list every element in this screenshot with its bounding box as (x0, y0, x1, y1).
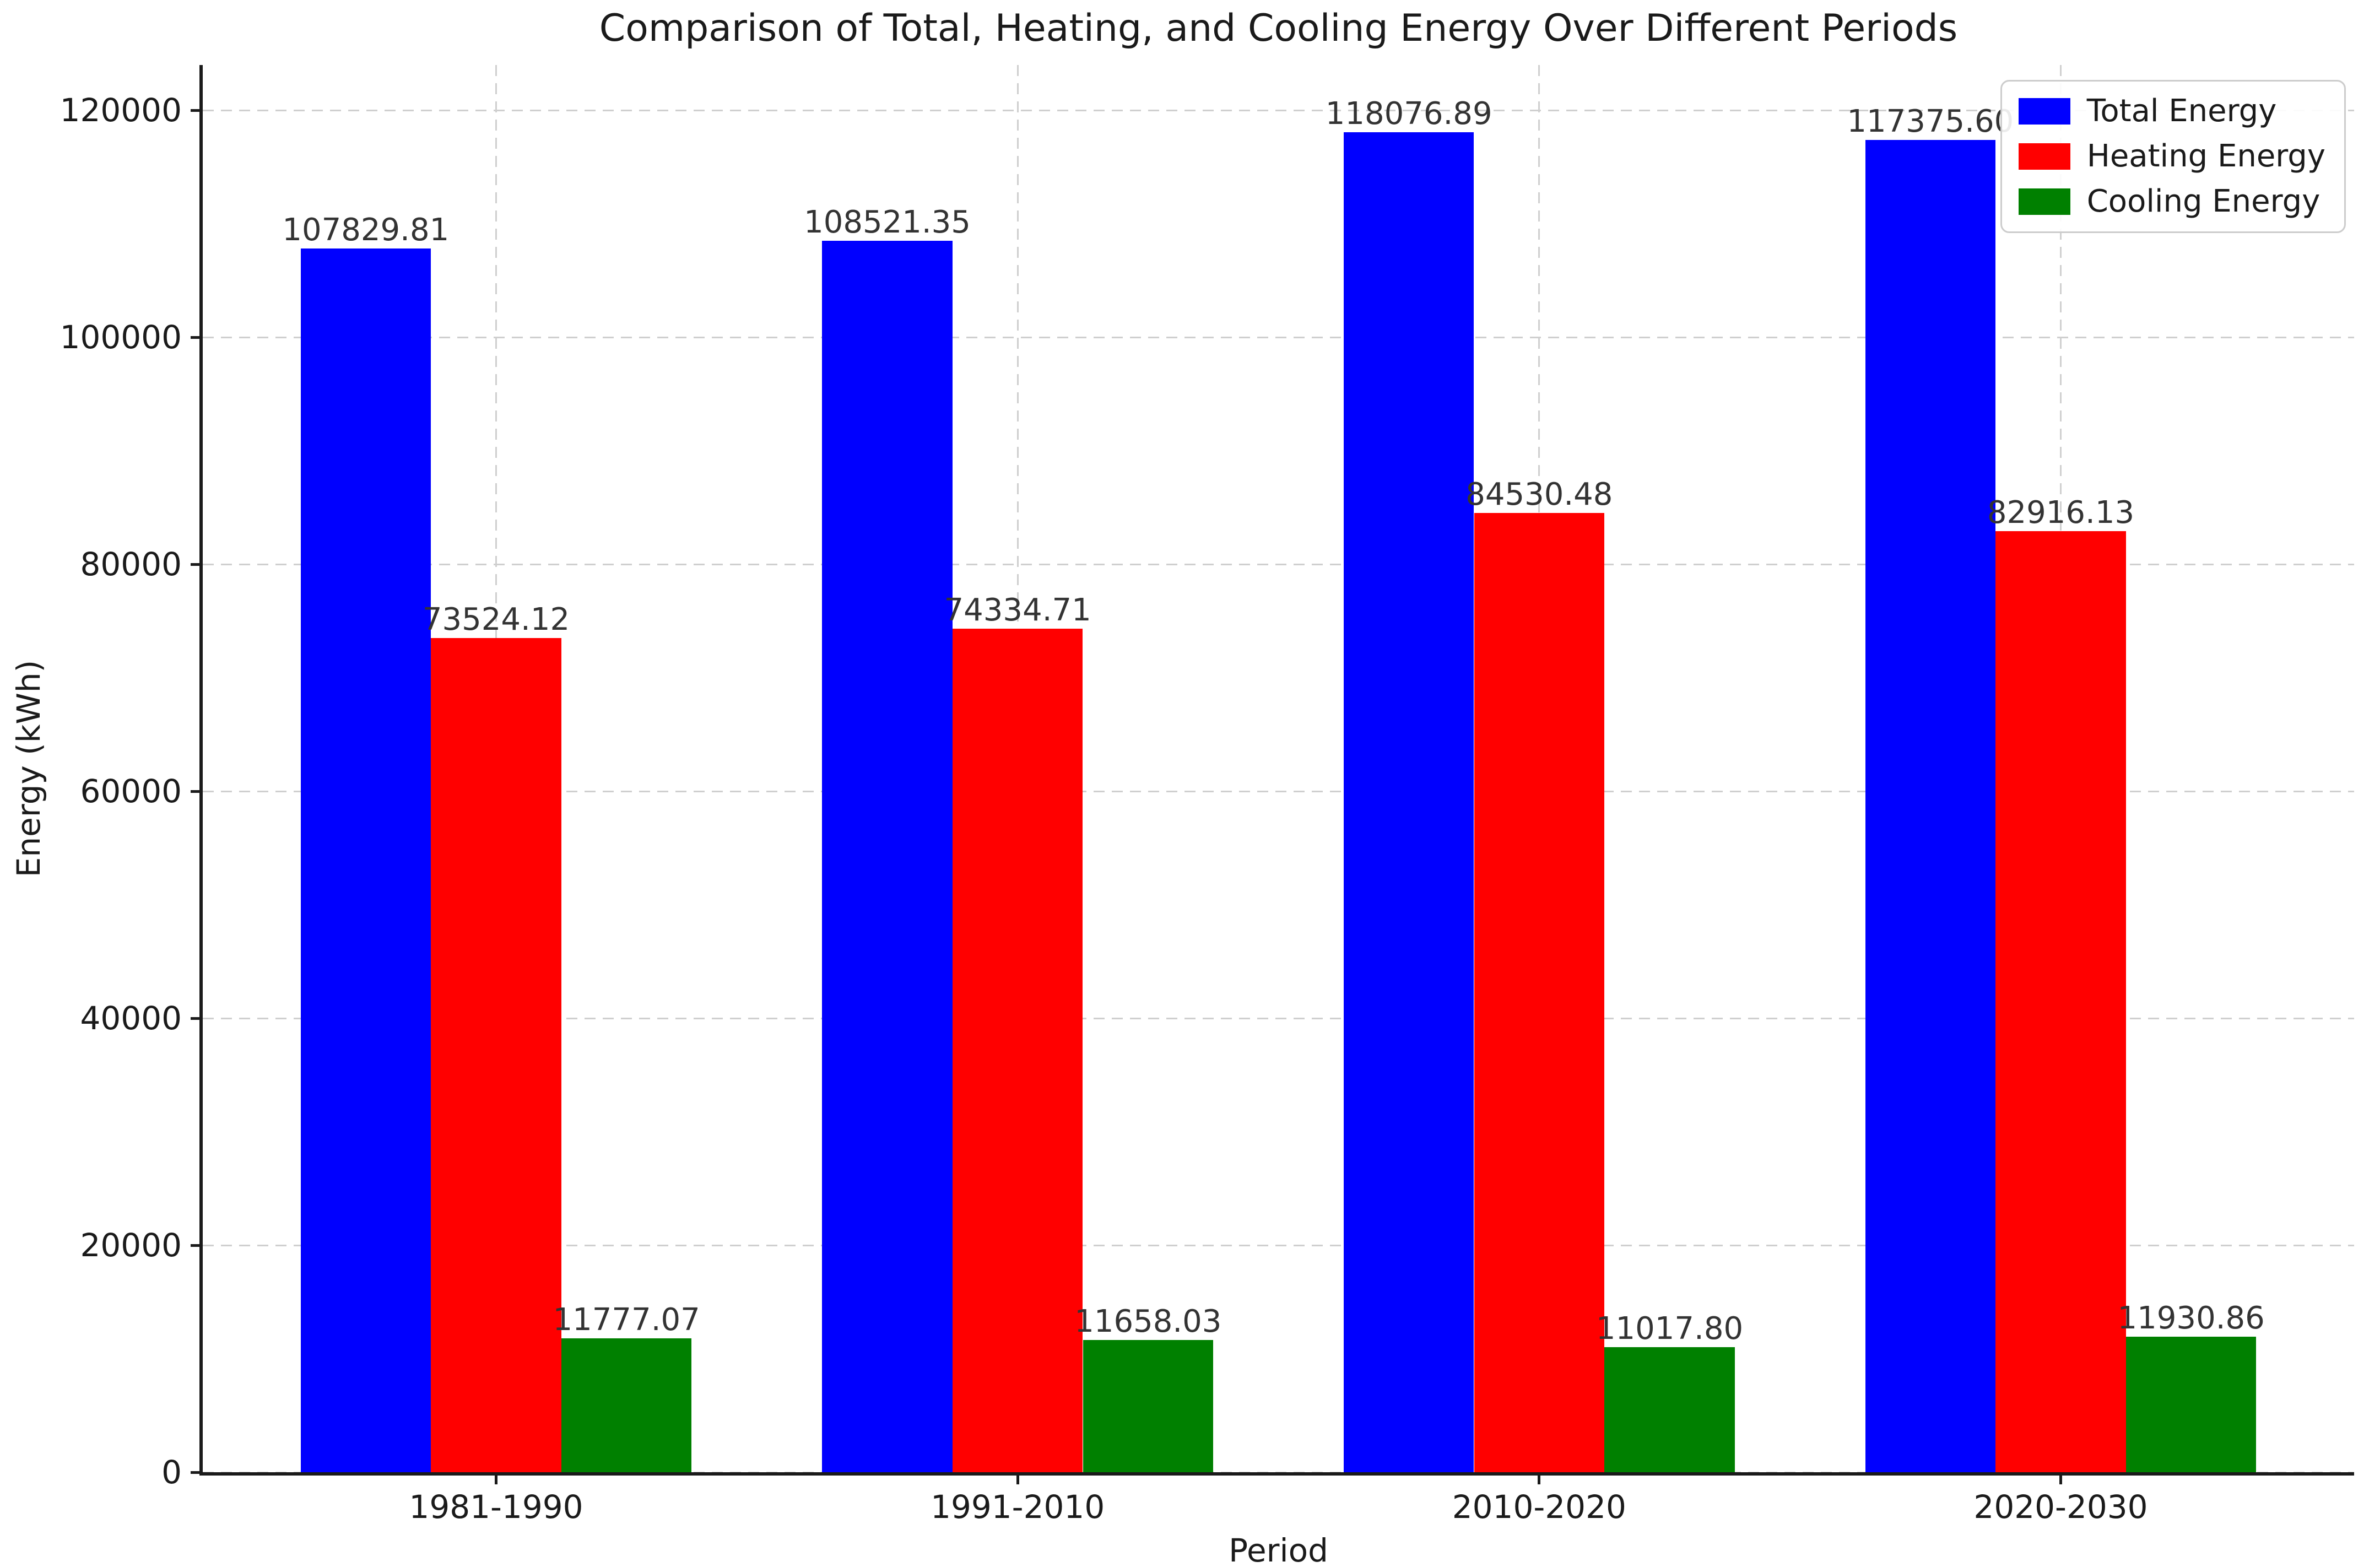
bar-value-label-cooling-energy-2020-2030: 11930.86 (2117, 1300, 2265, 1337)
legend: Total Energy Heating Energy Cooling Energy (2000, 80, 2346, 233)
h-gridline-100000 (203, 336, 2354, 338)
h-gridline-80000 (203, 563, 2354, 565)
y-tick-label: 40000 (80, 999, 182, 1038)
y-tick-mark (191, 1017, 203, 1020)
bar-value-label-total-energy-1991-2010: 108521.35 (804, 204, 971, 240)
bar-cooling-energy-2010-2020 (1604, 1347, 1735, 1472)
x-tick-mark (2059, 1472, 2062, 1484)
y-tick-label: 120000 (60, 91, 182, 129)
x-tick-mark (495, 1472, 497, 1484)
y-tick-mark (191, 109, 203, 112)
y-tick-label: 0 (161, 1453, 182, 1491)
legend-item-cooling-energy: Cooling Energy (2018, 183, 2325, 219)
bar-value-label-total-energy-2010-2020: 118076.89 (1325, 95, 1492, 132)
x-tick-label-1981-1990: 1981-1990 (409, 1488, 583, 1526)
x-tick-mark (1016, 1472, 1019, 1484)
y-tick-label: 20000 (80, 1226, 182, 1265)
y-axis-spine (199, 65, 203, 1476)
bar-heating-energy-1991-2010 (952, 628, 1083, 1472)
bar-heating-energy-2010-2020 (1474, 512, 1605, 1472)
bar-value-label-heating-energy-2010-2020: 84530.48 (1465, 476, 1613, 512)
y-tick-mark (191, 563, 203, 566)
legend-swatch-cooling-energy (2018, 188, 2070, 215)
h-gridline-20000 (203, 1244, 2354, 1246)
legend-swatch-heating-energy (2018, 143, 2070, 170)
bar-total-energy-1991-2010 (822, 240, 953, 1472)
chart-title: Comparison of Total, Heating, and Coolin… (599, 7, 1958, 50)
legend-label-total-energy: Total Energy (2086, 93, 2277, 129)
legend-label-heating-energy: Heating Energy (2086, 138, 2325, 174)
bar-cooling-energy-1981-1990 (561, 1338, 692, 1472)
y-tick-label: 60000 (80, 772, 182, 810)
h-gridline-120000 (203, 109, 2354, 111)
x-axis-spine (199, 1472, 2354, 1476)
legend-swatch-total-energy (2018, 98, 2070, 125)
y-tick-label: 100000 (60, 318, 182, 356)
bar-value-label-cooling-energy-2010-2020: 11017.80 (1595, 1311, 1744, 1347)
y-tick-label: 80000 (80, 545, 182, 583)
x-tick-label-2010-2020: 2010-2020 (1452, 1488, 1626, 1526)
legend-label-cooling-energy: Cooling Energy (2086, 183, 2320, 219)
bar-value-label-heating-energy-1991-2010: 74334.71 (944, 592, 1091, 628)
bar-value-label-heating-energy-1981-1990: 73524.12 (422, 601, 570, 637)
h-gridline-40000 (203, 1017, 2354, 1019)
y-tick-mark (191, 1244, 203, 1247)
bar-value-label-heating-energy-2020-2030: 82916.13 (1987, 495, 2135, 531)
legend-item-heating-energy: Heating Energy (2018, 138, 2325, 174)
x-tick-label-2020-2030: 2020-2030 (1973, 1488, 2148, 1526)
bar-cooling-energy-1991-2010 (1083, 1339, 1214, 1472)
bar-total-energy-2020-2030 (1865, 140, 1996, 1472)
y-tick-mark (191, 1471, 203, 1474)
plot-area (203, 65, 2354, 1473)
x-tick-label-1991-2010: 1991-2010 (931, 1488, 1105, 1526)
x-axis-label: Period (1229, 1532, 1328, 1567)
bar-value-label-total-energy-2020-2030: 117375.60 (1847, 104, 2014, 140)
bar-value-label-total-energy-1981-1990: 107829.81 (282, 212, 450, 248)
bar-total-energy-2010-2020 (1343, 132, 1474, 1472)
y-tick-mark (191, 790, 203, 793)
bar-heating-energy-2020-2030 (1995, 531, 2126, 1472)
x-tick-mark (1538, 1472, 1541, 1484)
bar-heating-energy-1981-1990 (431, 637, 561, 1472)
bar-value-label-cooling-energy-1981-1990: 11777.07 (553, 1302, 700, 1338)
bar-value-label-cooling-energy-1991-2010: 11658.03 (1074, 1303, 1222, 1339)
legend-item-total-energy: Total Energy (2018, 93, 2325, 129)
h-gridline-60000 (203, 790, 2354, 792)
y-tick-mark (191, 336, 203, 339)
bar-total-energy-1981-1990 (300, 248, 431, 1472)
bar-cooling-energy-2020-2030 (2125, 1337, 2257, 1472)
y-axis-label: Energy (kWh) (10, 660, 47, 878)
